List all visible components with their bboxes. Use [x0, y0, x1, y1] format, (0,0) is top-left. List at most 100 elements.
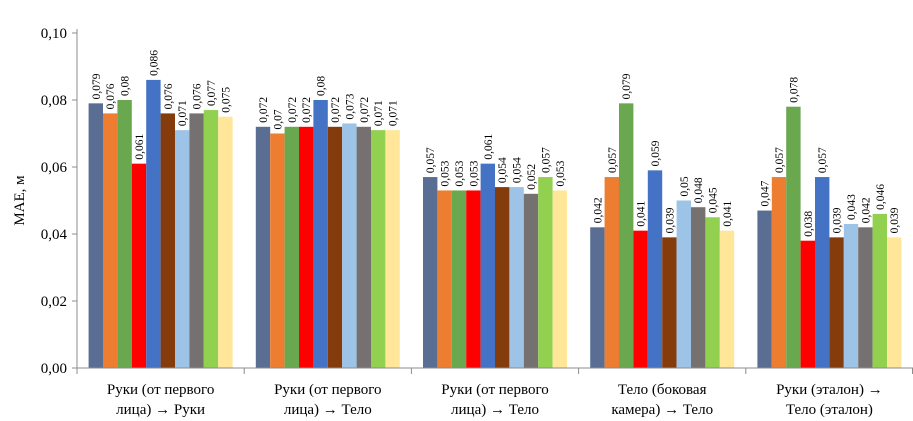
- category-label: Тело (боковая: [618, 382, 707, 398]
- data-label: 0,072: [258, 97, 270, 123]
- data-label: 0,071: [177, 100, 189, 126]
- data-label: 0,054: [497, 157, 509, 183]
- data-label: 0,08: [316, 76, 328, 96]
- data-label: 0,077: [206, 80, 218, 106]
- data-label: 0,076: [105, 83, 117, 109]
- bar: [255, 126, 271, 368]
- bars-layer: [88, 79, 902, 369]
- data-label: 0,059: [650, 140, 662, 166]
- data-label: 0,057: [607, 147, 619, 173]
- category-label: камера) → Тело: [611, 402, 713, 418]
- data-label: 0,072: [330, 97, 342, 123]
- y-tick-label: 0,10: [41, 26, 67, 42]
- data-label: 0,078: [788, 77, 800, 103]
- bar: [313, 100, 328, 368]
- bar: [480, 163, 495, 368]
- data-label: 0,057: [774, 147, 786, 173]
- bar: [356, 126, 371, 368]
- data-label: 0,07: [272, 109, 284, 129]
- bar: [705, 217, 720, 368]
- data-label: 0,054: [512, 157, 524, 183]
- data-label: 0,073: [344, 93, 356, 119]
- bar: [218, 116, 233, 368]
- data-label: 0,053: [555, 160, 567, 186]
- bar: [647, 170, 663, 368]
- bar: [771, 177, 787, 368]
- data-label: 0,039: [889, 207, 901, 233]
- data-label: 0,042: [860, 197, 872, 223]
- bar: [719, 230, 735, 368]
- bar: [131, 163, 147, 368]
- bar: [619, 103, 634, 368]
- bar: [423, 177, 438, 368]
- data-label: 0,053: [440, 160, 452, 186]
- bar: [858, 227, 873, 368]
- data-label: 0,076: [163, 83, 175, 109]
- bar: [552, 190, 567, 368]
- bar: [299, 126, 314, 368]
- data-label: 0,072: [301, 97, 313, 123]
- data-label: 0,041: [722, 201, 734, 227]
- data-label: 0,041: [636, 201, 648, 227]
- category-label: лица) → Руки: [116, 402, 205, 418]
- bar: [327, 126, 343, 368]
- y-tick-label: 0,02: [41, 294, 67, 310]
- data-label: 0,046: [875, 184, 887, 210]
- category-label: Руки (от первого: [441, 382, 548, 398]
- bar: [887, 237, 902, 368]
- data-label: 0,043: [846, 194, 858, 220]
- y-tick-label: 0,06: [41, 160, 68, 176]
- bar: [146, 79, 161, 369]
- y-tick-label: 0,08: [41, 93, 67, 109]
- bar: [662, 237, 677, 368]
- bar: [175, 130, 190, 368]
- data-label: 0,053: [468, 160, 480, 186]
- y-axis-title: MAE, м: [12, 175, 28, 226]
- bar: [523, 193, 539, 368]
- category-label: Руки (эталон) →: [776, 382, 883, 398]
- data-label: 0,057: [425, 147, 437, 173]
- data-label: 0,057: [817, 147, 829, 173]
- bar: [451, 190, 467, 368]
- data-label: 0,072: [287, 97, 299, 123]
- data-label: 0,061: [483, 134, 495, 160]
- data-label: 0,047: [760, 180, 772, 206]
- bar: [633, 230, 648, 368]
- category-label: лица) → Тело: [451, 402, 539, 418]
- y-axis-tick-labels: 0,00 0,02 0,04 0,06 0,08 0,10: [41, 26, 68, 377]
- bar: [829, 237, 844, 368]
- bar: [843, 223, 859, 368]
- data-label: 0,042: [592, 197, 604, 223]
- y-tick-label: 0,00: [41, 361, 67, 377]
- data-label: 0,057: [540, 147, 552, 173]
- data-label: 0,079: [621, 73, 633, 99]
- bar: [160, 113, 175, 369]
- data-label: 0,086: [148, 50, 160, 76]
- axes-layer: [72, 29, 913, 374]
- bar: [203, 110, 219, 369]
- bar: [676, 200, 691, 368]
- bar: [103, 113, 118, 369]
- bar: [466, 190, 481, 368]
- data-label: 0,052: [526, 164, 538, 190]
- category-label: Руки (от первого: [274, 382, 381, 398]
- data-label: 0,048: [693, 177, 705, 203]
- data-label: 0,053: [454, 160, 466, 186]
- bar: [371, 130, 386, 368]
- bar: [385, 130, 400, 368]
- bar: [284, 126, 299, 368]
- bar: [691, 207, 706, 368]
- data-label: 0,071: [388, 100, 400, 126]
- data-label: 0,039: [664, 207, 676, 233]
- data-label: 0,079: [91, 73, 103, 99]
- bar: [189, 113, 204, 369]
- data-label: 0,076: [192, 83, 204, 109]
- bar: [590, 227, 605, 368]
- bar: [757, 210, 772, 368]
- bar: [604, 177, 619, 368]
- data-label: 0,039: [832, 207, 844, 233]
- bar: [786, 106, 801, 368]
- bar: [815, 177, 830, 368]
